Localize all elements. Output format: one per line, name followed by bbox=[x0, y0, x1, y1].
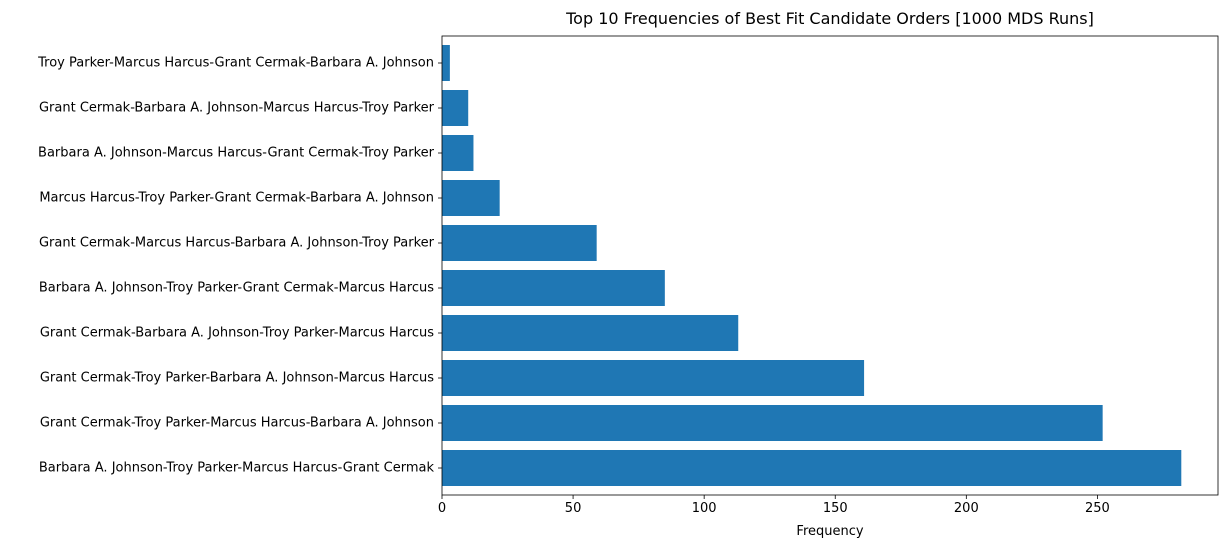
y-tick-label: Barbara A. Johnson-Marcus Harcus-Grant C… bbox=[38, 146, 435, 161]
bar bbox=[442, 360, 865, 396]
x-axis-label: Frequency bbox=[796, 524, 863, 539]
y-tick-label: Barbara A. Johnson-Troy Parker-Grant Cer… bbox=[39, 281, 434, 296]
y-tick-label: Grant Cermak-Marcus Harcus-Barbara A. Jo… bbox=[39, 236, 435, 251]
x-tick-label: 250 bbox=[1085, 501, 1110, 516]
bar bbox=[442, 180, 500, 216]
y-tick-label: Grant Cermak-Troy Parker-Marcus Harcus-B… bbox=[40, 416, 434, 431]
x-tick-label: 0 bbox=[438, 501, 446, 516]
y-tick-label: Grant Cermak-Troy Parker-Barbara A. John… bbox=[40, 371, 434, 386]
plot-frame bbox=[441, 35, 1219, 496]
bar bbox=[442, 135, 474, 171]
x-tick-label: 150 bbox=[823, 501, 848, 516]
bar bbox=[442, 90, 469, 126]
x-tick-label: 50 bbox=[565, 501, 582, 516]
bars-group bbox=[442, 45, 1182, 486]
y-tick-label: Marcus Harcus-Troy Parker-Grant Cermak-B… bbox=[39, 191, 434, 206]
bar bbox=[442, 270, 665, 306]
x-tick-label: 100 bbox=[692, 501, 717, 516]
y-tick-label: Barbara A. Johnson-Troy Parker-Marcus Ha… bbox=[39, 461, 435, 476]
y-tick-label: Grant Cermak-Barbara A. Johnson-Marcus H… bbox=[39, 101, 435, 116]
bar bbox=[442, 315, 739, 351]
bar bbox=[442, 225, 597, 261]
y-tick-label: Grant Cermak-Barbara A. Johnson-Troy Par… bbox=[40, 326, 434, 341]
y-axis-ticks: Barbara A. Johnson-Troy Parker-Marcus Ha… bbox=[37, 56, 442, 476]
y-tick-label: Troy Parker-Marcus Harcus-Grant Cermak-B… bbox=[37, 56, 434, 71]
bar bbox=[442, 450, 1182, 486]
chart-title: Top 10 Frequencies of Best Fit Candidate… bbox=[565, 9, 1094, 28]
x-axis-ticks: 0 50 100 150 200 250 bbox=[438, 495, 1110, 516]
bar bbox=[442, 405, 1103, 441]
bar bbox=[442, 45, 450, 81]
x-tick-label: 200 bbox=[954, 501, 979, 516]
